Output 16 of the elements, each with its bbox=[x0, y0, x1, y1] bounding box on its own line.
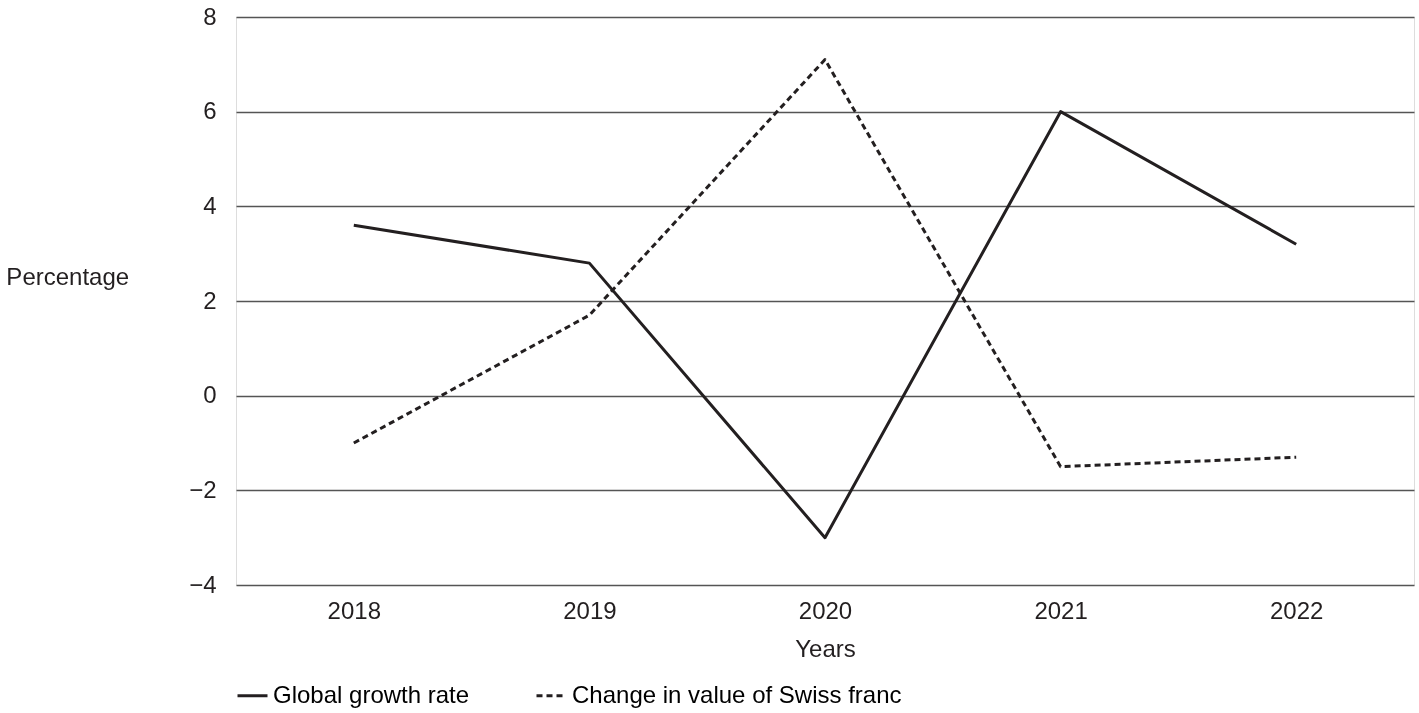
y-tick-label: 8 bbox=[203, 2, 217, 30]
y-tick-label: 4 bbox=[203, 191, 217, 219]
y-tick-label: −2 bbox=[189, 475, 217, 503]
x-tick-label: 2018 bbox=[327, 596, 381, 624]
y-tick-label: −4 bbox=[189, 570, 217, 598]
x-tick-label: 2020 bbox=[798, 596, 853, 624]
x-tick-label: 2022 bbox=[1270, 596, 1324, 624]
legend-label: Change in value of Swiss franc bbox=[572, 680, 902, 708]
y-axis-title: Percentage bbox=[6, 262, 130, 290]
legend-label: Global growth rate bbox=[273, 680, 470, 708]
x-tick-label: 2021 bbox=[1034, 596, 1088, 624]
y-tick-label: 2 bbox=[203, 286, 217, 314]
x-tick-label: 2019 bbox=[563, 596, 617, 624]
y-tick-label: 6 bbox=[203, 97, 217, 125]
x-axis-title: Years bbox=[795, 634, 856, 662]
y-tick-label: 0 bbox=[203, 381, 217, 409]
